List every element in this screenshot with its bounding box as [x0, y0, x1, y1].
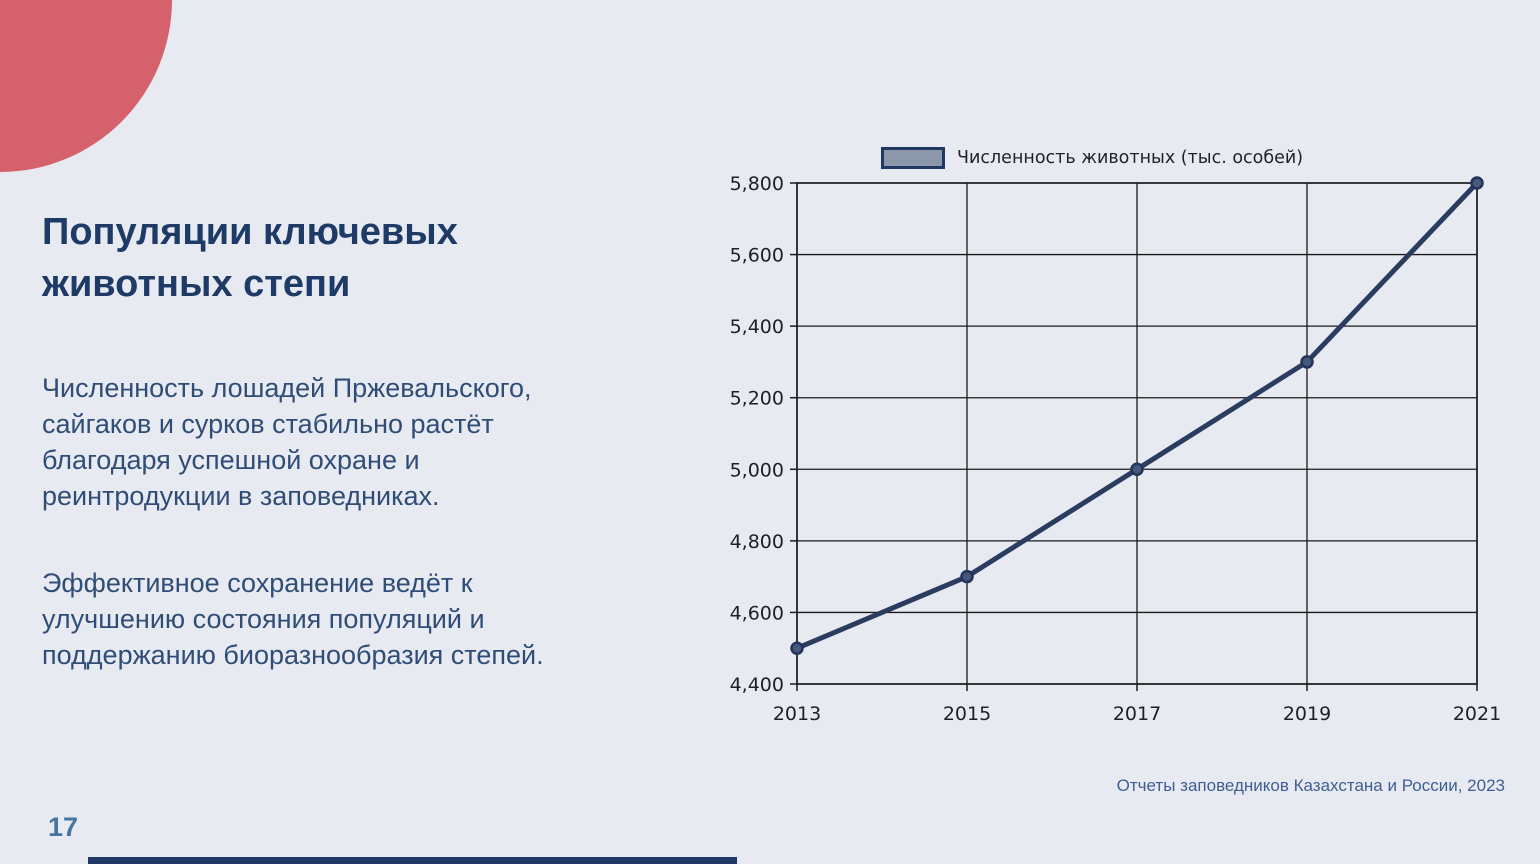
svg-text:5,000: 5,000	[730, 459, 784, 481]
svg-text:2017: 2017	[1113, 703, 1161, 725]
body-paragraph-1: Численность лошадей Пржевальского, сайга…	[42, 373, 532, 511]
svg-text:2015: 2015	[943, 703, 991, 725]
svg-text:2019: 2019	[1283, 703, 1331, 725]
chart-legend: Численность животных (тыс. особей)	[881, 145, 1303, 171]
slide-title: Популяции ключевых животных степи	[42, 211, 458, 305]
bottom-accent-bar	[88, 857, 737, 864]
corner-accent-shape	[0, 0, 172, 172]
legend-label: Численность животных (тыс. особей)	[957, 148, 1304, 168]
svg-text:4,400: 4,400	[730, 674, 784, 696]
svg-text:5,600: 5,600	[730, 245, 784, 267]
legend-swatch	[881, 147, 945, 169]
body-paragraph-2: Эффективное сохранение ведёт к улучшению…	[42, 568, 544, 670]
page-number: 17	[48, 812, 79, 842]
population-line-chart: 4,400 4,600 4,800 5,000 5,200 5,400 5,600 5,800…	[730, 173, 1502, 725]
svg-text:5,200: 5,200	[730, 388, 784, 410]
svg-text:5,400: 5,400	[730, 316, 784, 338]
svg-text:4,800: 4,800	[730, 531, 784, 553]
svg-text:2021: 2021	[1453, 703, 1501, 725]
source-citation: Отчеты заповедников Казахстана и России,…	[1116, 776, 1505, 795]
svg-text:2013: 2013	[773, 703, 821, 725]
chart-area: Численность животных (тыс. особей) 4,400…	[718, 140, 1518, 740]
svg-text:4,600: 4,600	[730, 602, 784, 624]
svg-text:5,800: 5,800	[730, 173, 784, 195]
